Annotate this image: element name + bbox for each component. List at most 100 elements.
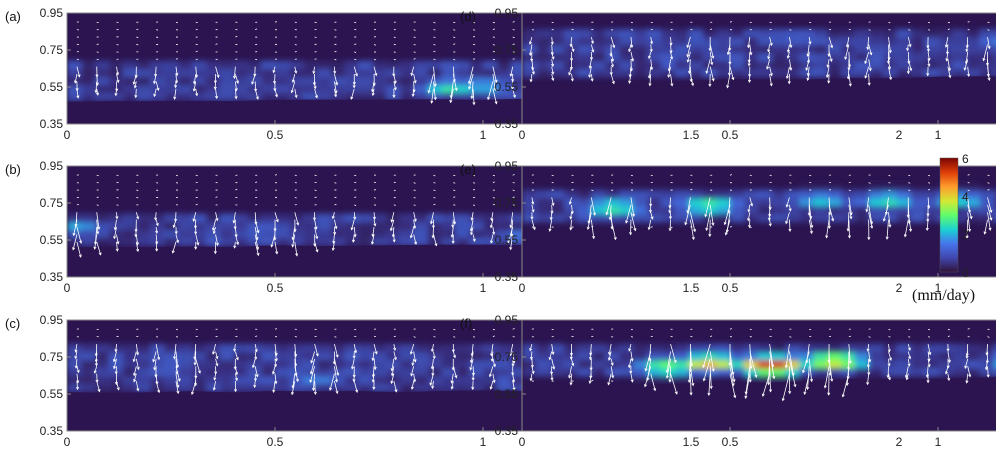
velocity-arrow <box>491 351 494 362</box>
velocity-arrowhead <box>868 68 872 72</box>
velocity-arrowhead <box>829 58 833 62</box>
velocity-arrow <box>76 174 79 176</box>
y-tick-label: 0.35 <box>495 424 519 438</box>
velocity-arrow <box>234 81 237 91</box>
velocity-arrowhead <box>94 363 99 367</box>
velocity-arrowhead <box>494 101 498 105</box>
velocity-arrowhead <box>97 388 101 393</box>
velocity-arrow <box>590 197 596 216</box>
x-tick-label: 1 <box>480 435 487 449</box>
velocity-arrow <box>314 189 317 191</box>
velocity-arrow <box>273 66 276 73</box>
velocity-arrow <box>194 344 197 360</box>
velocity-arrow <box>393 380 397 392</box>
velocity-arrow <box>724 204 731 225</box>
velocity-arrow <box>413 197 416 199</box>
velocity-arrow <box>72 234 78 250</box>
velocity-arrowhead <box>213 86 217 90</box>
velocity-arrowhead <box>786 49 790 53</box>
velocity-arrow <box>453 196 456 198</box>
velocity-arrow <box>510 219 514 237</box>
velocity-arrow <box>433 44 436 46</box>
velocity-arrowhead <box>79 240 83 244</box>
velocity-arrow <box>888 351 892 361</box>
velocity-arrowhead <box>887 349 891 353</box>
velocity-arrowhead <box>944 44 948 48</box>
velocity-arrow <box>670 44 672 53</box>
velocity-arrow <box>926 366 929 378</box>
velocity-arrowhead <box>633 228 637 232</box>
velocity-arrow <box>766 59 771 70</box>
velocity-arrowhead <box>767 49 771 53</box>
velocity-arrow <box>966 44 969 52</box>
x-tick-label: 2 <box>896 435 903 449</box>
velocity-arrowhead <box>732 379 736 383</box>
velocity-arrow <box>987 197 992 213</box>
velocity-arrowhead <box>392 239 396 243</box>
velocity-arrowhead <box>371 92 375 97</box>
y-tick-label: 0.75 <box>495 196 519 210</box>
velocity-arrowhead <box>607 357 611 361</box>
velocity-arrowhead <box>413 379 417 383</box>
velocity-arrow <box>587 212 592 230</box>
velocity-arrow <box>314 226 318 239</box>
velocity-arrow <box>531 59 534 70</box>
velocity-arrowhead <box>808 41 812 45</box>
velocity-arrow <box>115 88 117 96</box>
velocity-arrow <box>136 189 139 191</box>
velocity-arrow <box>828 204 834 221</box>
velocity-arrow <box>745 373 751 399</box>
velocity-arrowhead <box>429 382 433 386</box>
velocity-arrowhead <box>769 42 773 47</box>
velocity-arrowhead <box>235 80 239 84</box>
velocity-arrow <box>512 174 515 176</box>
velocity-arrow <box>431 88 434 104</box>
velocity-arrowhead <box>767 217 771 221</box>
velocity-arrowhead <box>947 377 951 382</box>
velocity-arrowhead <box>273 88 277 92</box>
velocity-arrow <box>135 343 139 355</box>
velocity-arrowhead <box>768 223 772 227</box>
velocity-arrow <box>309 366 316 383</box>
velocity-arrowhead <box>450 386 454 390</box>
velocity-arrow <box>314 381 316 395</box>
velocity-arrowhead <box>704 214 708 218</box>
velocity-arrow <box>76 226 82 244</box>
velocity-arrowhead <box>215 356 219 360</box>
y-tick-label: 0.95 <box>495 159 519 173</box>
velocity-arrow <box>96 219 99 234</box>
velocity-arrow <box>411 380 415 390</box>
velocity-arrow <box>413 44 416 46</box>
velocity-arrow <box>453 189 456 191</box>
velocity-arrow <box>391 212 395 222</box>
velocity-arrow <box>987 29 990 31</box>
velocity-arrow <box>650 36 653 44</box>
velocity-arrow <box>193 73 197 84</box>
velocity-arrow <box>234 241 236 248</box>
velocity-arrowhead <box>390 368 394 372</box>
velocity-arrow <box>630 351 633 361</box>
velocity-arrow <box>769 66 773 76</box>
velocity-arrow <box>354 328 357 331</box>
velocity-arrow <box>610 59 614 67</box>
velocity-arrow <box>472 336 476 338</box>
velocity-arrowhead <box>215 242 219 247</box>
velocity-arrow <box>433 234 437 246</box>
velocity-arrow <box>848 197 852 215</box>
velocity-arrowhead <box>312 70 316 75</box>
velocity-arrow <box>551 197 554 206</box>
velocity-arrowhead <box>549 217 553 221</box>
velocity-arrowhead <box>193 362 197 366</box>
velocity-arrow <box>888 189 891 192</box>
velocity-arrow <box>353 343 357 353</box>
velocity-arrow <box>334 366 338 382</box>
velocity-arrow <box>808 212 813 228</box>
velocity-arrow <box>251 73 256 85</box>
velocity-arrow <box>630 21 633 24</box>
velocity-arrow <box>706 212 711 231</box>
velocity-arrowhead <box>74 80 78 84</box>
velocity-arrow <box>411 66 415 76</box>
velocity-arrow <box>292 234 296 247</box>
velocity-arrow <box>254 226 258 240</box>
velocity-arrow <box>945 36 949 48</box>
